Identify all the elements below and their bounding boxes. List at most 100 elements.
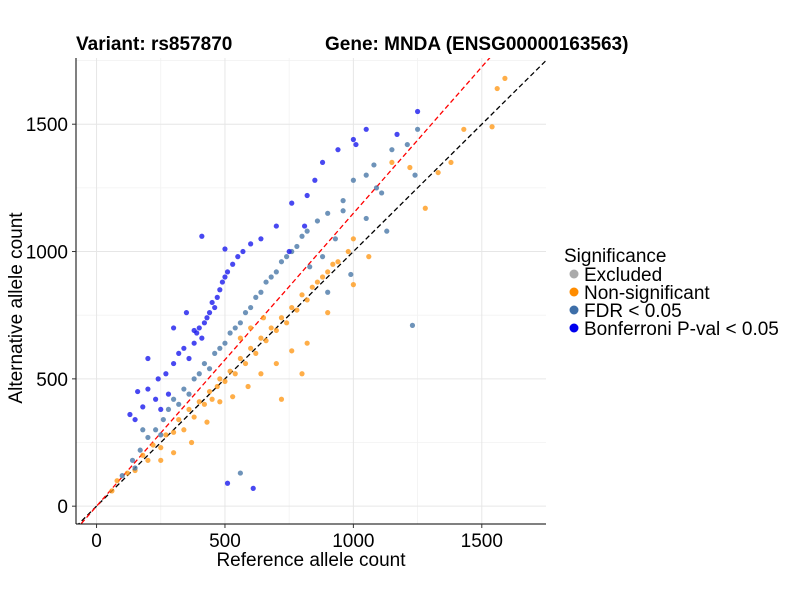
point-non-significant — [319, 274, 326, 280]
reference-line-0 — [77, 60, 546, 524]
point-non-significant — [248, 345, 254, 351]
legend-key — [569, 287, 579, 297]
point-non-significant — [335, 259, 341, 265]
point-bonferroni-p-val-0-05 — [196, 325, 202, 331]
point-non-significant — [214, 383, 220, 390]
point-fdr-0-05 — [242, 310, 249, 316]
point-non-significant — [294, 307, 300, 313]
point-non-significant — [494, 85, 500, 92]
point-bonferroni-p-val-0-05 — [301, 223, 308, 229]
legend-key — [569, 269, 579, 279]
point-fdr-0-05 — [278, 259, 285, 265]
point-bonferroni-p-val-0-05 — [176, 350, 182, 356]
point-bonferroni-p-val-0-05 — [165, 391, 172, 397]
point-fdr-0-05 — [389, 147, 395, 153]
y-tick-label: 1000 — [26, 243, 68, 264]
x-axis-title: Reference allele count — [216, 550, 406, 571]
point-bonferroni-p-val-0-05 — [230, 261, 236, 267]
point-non-significant — [163, 432, 169, 438]
point-non-significant — [435, 169, 441, 176]
point-non-significant — [170, 429, 177, 435]
point-bonferroni-p-val-0-05 — [250, 485, 256, 491]
point-fdr-0-05 — [186, 391, 192, 397]
point-fdr-0-05 — [237, 320, 243, 326]
point-fdr-0-05 — [132, 465, 138, 471]
point-non-significant — [273, 360, 279, 367]
point-fdr-0-05 — [160, 416, 166, 423]
legend-label: Non-significant — [584, 283, 710, 304]
point-non-significant — [217, 399, 223, 405]
point-bonferroni-p-val-0-05 — [158, 406, 164, 413]
point-non-significant — [248, 325, 254, 331]
point-fdr-0-05 — [363, 215, 369, 222]
point-non-significant — [407, 164, 413, 171]
point-bonferroni-p-val-0-05 — [248, 241, 254, 247]
point-non-significant — [245, 383, 251, 390]
point-bonferroni-p-val-0-05 — [145, 355, 151, 362]
point-non-significant — [304, 297, 310, 303]
point-bonferroni-p-val-0-05 — [219, 279, 225, 285]
point-bonferroni-p-val-0-05 — [222, 246, 228, 252]
point-fdr-0-05 — [273, 269, 279, 275]
point-non-significant — [263, 338, 269, 344]
point-non-significant — [217, 376, 223, 382]
point-non-significant — [181, 427, 187, 433]
point-fdr-0-05 — [140, 427, 146, 433]
point-non-significant — [209, 396, 215, 402]
point-bonferroni-p-val-0-05 — [191, 327, 197, 334]
point-fdr-0-05 — [153, 427, 159, 433]
point-fdr-0-05 — [299, 233, 305, 239]
point-fdr-0-05 — [384, 228, 390, 234]
point-bonferroni-p-val-0-05 — [153, 396, 159, 402]
point-bonferroni-p-val-0-05 — [224, 480, 231, 486]
point-bonferroni-p-val-0-05 — [335, 147, 341, 153]
point-non-significant — [237, 335, 243, 341]
legend-title: Significance — [564, 246, 666, 267]
point-non-significant — [278, 315, 285, 321]
point-fdr-0-05 — [258, 289, 264, 295]
point-non-significant — [109, 488, 115, 494]
point-non-significant — [309, 284, 315, 290]
point-bonferroni-p-val-0-05 — [163, 371, 169, 377]
point-fdr-0-05 — [332, 236, 338, 242]
point-bonferroni-p-val-0-05 — [181, 345, 187, 351]
point-bonferroni-p-val-0-05 — [214, 294, 220, 300]
point-bonferroni-p-val-0-05 — [135, 388, 141, 395]
point-non-significant — [196, 399, 202, 405]
point-non-significant — [227, 368, 233, 374]
point-bonferroni-p-val-0-05 — [304, 192, 310, 199]
point-fdr-0-05 — [170, 396, 177, 402]
point-non-significant — [176, 416, 182, 423]
point-non-significant — [258, 371, 264, 377]
point-fdr-0-05 — [201, 360, 208, 367]
point-bonferroni-p-val-0-05 — [350, 136, 356, 143]
y-axis-title: Alternative allele count — [6, 212, 27, 404]
point-non-significant — [366, 254, 372, 260]
point-fdr-0-05 — [232, 325, 238, 331]
point-non-significant — [299, 292, 305, 298]
title-gene: Gene: MNDA (ENSG00000163563) — [325, 34, 628, 55]
point-bonferroni-p-val-0-05 — [201, 320, 208, 326]
legend-label: Bonferroni P-val < 0.05 — [584, 319, 779, 340]
point-fdr-0-05 — [212, 350, 218, 356]
point-non-significant — [461, 126, 467, 132]
point-fdr-0-05 — [227, 330, 233, 336]
point-non-significant — [232, 371, 238, 377]
point-fdr-0-05 — [319, 254, 326, 260]
y-tick-label: 1500 — [26, 115, 68, 136]
legend-label: FDR < 0.05 — [584, 301, 682, 322]
point-fdr-0-05 — [304, 228, 310, 234]
point-fdr-0-05 — [379, 190, 385, 196]
point-non-significant — [284, 320, 290, 326]
point-fdr-0-05 — [191, 376, 197, 382]
point-bonferroni-p-val-0-05 — [353, 141, 359, 148]
point-fdr-0-05 — [325, 210, 331, 216]
point-non-significant — [273, 327, 279, 334]
point-fdr-0-05 — [129, 457, 136, 463]
point-fdr-0-05 — [348, 271, 354, 278]
point-non-significant — [258, 335, 264, 341]
point-bonferroni-p-val-0-05 — [273, 223, 279, 229]
point-fdr-0-05 — [314, 218, 321, 224]
point-non-significant — [158, 445, 164, 451]
